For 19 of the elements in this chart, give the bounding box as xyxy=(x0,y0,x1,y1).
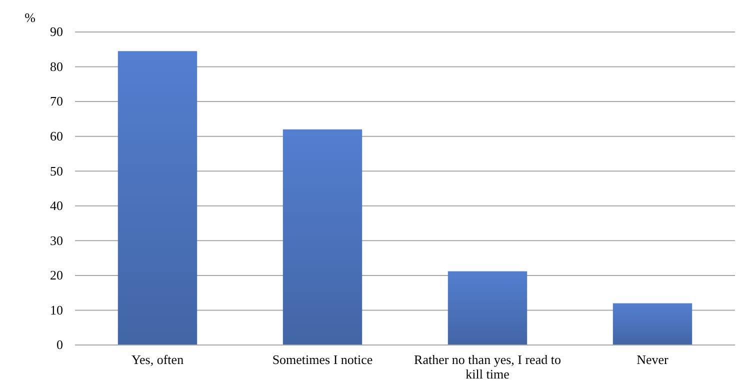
y-tick-label: 30 xyxy=(50,232,63,248)
y-axis-title: % xyxy=(24,10,36,25)
y-tick-label: 20 xyxy=(50,268,63,283)
bar xyxy=(282,129,362,345)
x-tick-label: Sometimes I notice xyxy=(272,352,373,368)
bar xyxy=(448,271,528,345)
y-tick-label: 70 xyxy=(50,94,63,109)
y-tick-label: 80 xyxy=(50,58,63,74)
y-tick-label: 60 xyxy=(50,128,63,144)
y-tick-label: 50 xyxy=(50,163,63,178)
y-tick-label: 0 xyxy=(56,337,63,352)
y-tick-label: 40 xyxy=(50,198,63,214)
x-tick-label: Rather no than yes, I read to kill time xyxy=(414,352,561,382)
bar xyxy=(612,303,692,345)
y-tick-label: 90 xyxy=(50,24,63,40)
bar xyxy=(118,51,198,345)
y-tick-label: 10 xyxy=(50,302,63,318)
x-tick-label: Yes, often xyxy=(131,352,184,368)
x-tick-label: Never xyxy=(636,352,670,368)
